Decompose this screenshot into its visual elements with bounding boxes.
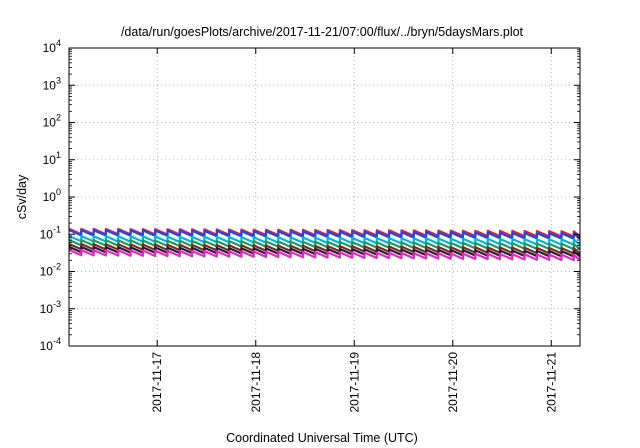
y-tick-label: 102 [43,113,61,130]
x-tick-label: 2017-11-18 [249,352,263,413]
plot-border [68,47,581,347]
y-tick-label: 100 [43,187,61,204]
grid [69,48,580,346]
y-tick-label: 104 [43,38,61,55]
chart-title: /data/run/goesPlots/archive/2017-11-21/0… [121,25,524,39]
y-tick-label: 10-1 [40,224,61,241]
y-tick-labels: 10-4 10-3 10-2 10-1 100 101 102 103 104 [40,38,61,353]
y-tick-label: 10-3 [40,299,61,316]
x-tick-label: 2017-11-21 [544,352,558,413]
y-tick-label: 10-2 [40,262,61,279]
y-tick-label: 103 [43,75,61,92]
x-tick-label: 2017-11-19 [347,352,361,413]
y-axis-label: cSv/day [15,174,29,219]
axes [68,47,581,347]
x-tick-labels: 2017-11-17 2017-11-18 2017-11-19 2017-11-20… [150,352,558,413]
x-tick-label: 2017-11-20 [446,352,460,413]
y-tick-label: 10-4 [40,336,61,353]
series-line-2 [68,228,581,240]
series-group [68,227,581,262]
x-axis-label: Coordinated Universal Time (UTC) [226,431,418,445]
x-tick-label: 2017-11-17 [150,352,164,413]
series-line-7 [68,248,581,262]
y-tick-label: 101 [43,150,61,167]
